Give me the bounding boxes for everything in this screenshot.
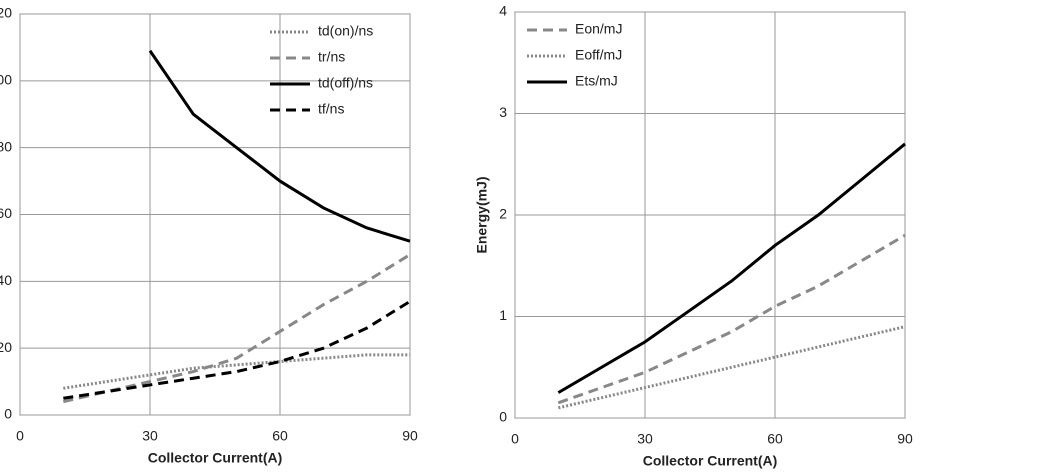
y-tick-label: 0 (499, 409, 507, 425)
x-tick-label: 30 (637, 431, 653, 447)
chart-area: 0204060801001200306090Collector Current(… (0, 0, 1040, 473)
series-line (558, 144, 905, 393)
x-tick-label: 30 (142, 428, 158, 444)
y-axis-label: Energy(mJ) (474, 176, 490, 253)
y-tick-label: 40 (0, 272, 12, 288)
y-tick-label: 20 (0, 339, 12, 355)
legend-label: Ets/mJ (575, 73, 618, 89)
x-tick-label: 60 (272, 428, 288, 444)
x-tick-label: 0 (16, 428, 24, 444)
y-tick-label: 0 (4, 406, 12, 422)
x-tick-label: 90 (402, 428, 418, 444)
series-line (558, 327, 905, 408)
series-line (63, 355, 410, 388)
x-tick-label: 60 (767, 431, 783, 447)
y-tick-label: 4 (499, 3, 507, 19)
x-axis-label: Collector Current(A) (643, 453, 778, 469)
legend-label: tr/ns (318, 49, 345, 65)
x-tick-label: 0 (511, 431, 519, 447)
series-line (63, 301, 410, 398)
y-tick-label: 2 (499, 206, 507, 222)
series-line (558, 235, 905, 402)
y-tick-label: 120 (0, 5, 12, 21)
y-tick-label: 3 (499, 104, 507, 120)
chart-panel: 0 1 2 3 4 0 30 60 90 Collector Current(A) Energy(m… (474, 3, 913, 469)
x-axis-label: Collector Current(A) (148, 450, 283, 466)
y-tick-label: 100 (0, 72, 12, 88)
legend-label: tf/ns (318, 101, 344, 117)
y-tick-label: 80 (0, 138, 12, 154)
x-tick-label: 90 (897, 431, 913, 447)
legend-label: td(off)/ns (318, 75, 373, 91)
y-tick-label: 60 (0, 205, 12, 221)
y-tick-label: 1 (499, 307, 507, 323)
chart-panel: 0 20 40 60 80 100 120 0 30 60 90 Collector Current(… (0, 5, 418, 466)
legend-label: td(on)/ns (318, 23, 373, 39)
legend-label: Eoff/mJ (575, 47, 622, 63)
legend-label: Eon/mJ (575, 21, 622, 37)
